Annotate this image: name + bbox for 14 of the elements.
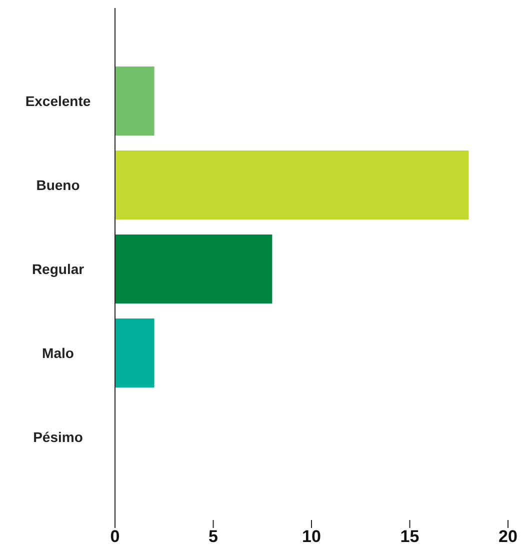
x-tick-label: 0	[110, 527, 120, 546]
x-tick-label: 10	[302, 527, 321, 546]
y-tick-label: Regular	[32, 261, 85, 277]
bar	[115, 66, 154, 136]
bar	[115, 234, 272, 304]
y-tick-label: Bueno	[36, 177, 80, 193]
bar	[115, 318, 154, 388]
bar	[115, 150, 469, 220]
y-tick-label: Malo	[42, 345, 74, 361]
x-tick-label: 20	[498, 527, 518, 546]
y-tick-label: Pésimo	[33, 429, 83, 445]
y-tick-label: Excelente	[25, 93, 91, 109]
x-tick-label: 15	[400, 527, 420, 546]
x-tick-label: 5	[208, 527, 218, 546]
